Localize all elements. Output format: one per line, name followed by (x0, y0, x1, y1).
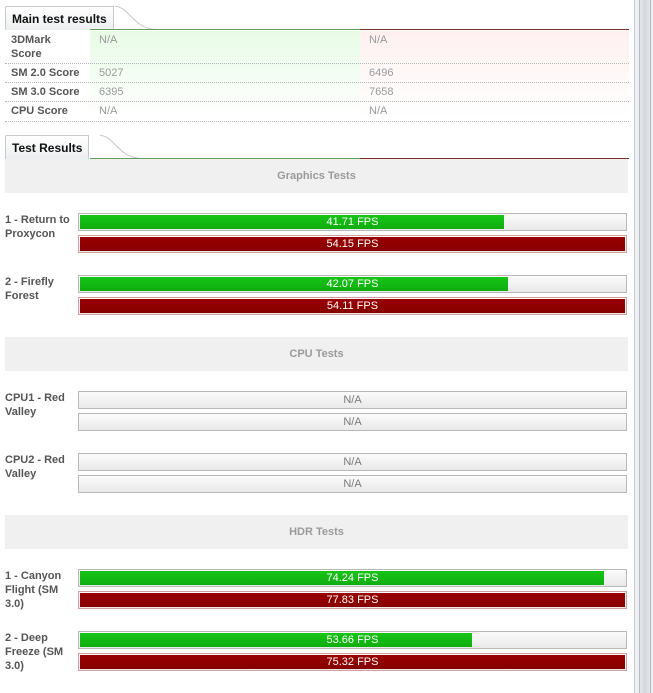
left-bar-value: 53.66 FPS (326, 634, 379, 646)
left-accent-line (90, 158, 360, 159)
section-banner-cpu: CPU Tests (5, 337, 628, 371)
right-result-bar: 75.32 FPS (78, 653, 627, 671)
score-right-value: 6496 (369, 67, 394, 79)
left-bar-fill (80, 633, 472, 647)
test-row-canyon-flight: 1 - Canyon Flight (SM 3.0) 74.24 FPS 77.… (5, 569, 629, 615)
left-result-bar: 74.24 FPS (78, 569, 627, 587)
left-bar-fill (80, 277, 508, 291)
results-panel: Main test results 3DMark Score N/A N/A S… (5, 6, 629, 677)
right-accent-line (360, 29, 629, 30)
score-left-value: N/A (99, 34, 118, 46)
left-bar-value: 42.07 FPS (326, 278, 379, 290)
left-accent-line (90, 29, 360, 30)
right-result-bar: N/A (78, 413, 627, 431)
right-bar-fill (80, 593, 625, 607)
test-results-tab-header: Test Results (5, 135, 629, 159)
right-accent-line (360, 158, 629, 159)
score-row-3dmark: 3DMark Score N/A N/A (5, 31, 629, 64)
scrollbar-thumb[interactable] (639, 0, 651, 693)
right-bar-value: 54.11 FPS (326, 300, 379, 312)
tab-curve-decoration (100, 135, 140, 159)
tab-curve-decoration (115, 6, 155, 30)
left-bar-value: 74.24 FPS (326, 572, 379, 584)
score-row-cpu: CPU Score N/A N/A (5, 102, 629, 122)
left-column-tint (90, 31, 360, 121)
test-row-firefly-forest: 2 - Firefly Forest 42.07 FPS 54.11 FPS (5, 275, 629, 321)
score-label: 3DMark Score (11, 34, 51, 60)
score-right-value: N/A (369, 105, 388, 117)
test-results-tab[interactable]: Test Results (5, 135, 90, 159)
score-label: CPU Score (11, 105, 68, 117)
test-row-deep-freeze: 2 - Deep Freeze (SM 3.0) 53.66 FPS 75.32… (5, 631, 629, 677)
left-result-bar: 41.71 FPS (78, 213, 627, 231)
section-banner-hdr: HDR Tests (5, 515, 628, 549)
vertical-scrollbar[interactable] (634, 0, 653, 693)
right-result-bar: 54.15 FPS (78, 235, 627, 253)
left-result-bar: N/A (78, 391, 627, 409)
score-label: SM 3.0 Score (11, 86, 80, 98)
right-bar-value: 54.15 FPS (326, 238, 379, 250)
main-results-tab-label: Main test results (12, 12, 107, 26)
score-right-value: N/A (369, 34, 388, 46)
test-name: 2 - Firefly Forest (5, 276, 54, 302)
right-result-bar: 77.83 FPS (78, 591, 627, 609)
right-bar-fill (80, 237, 625, 251)
test-row-cpu2-red-valley: CPU2 - Red Valley N/A N/A (5, 453, 629, 499)
left-bar-value: 41.71 FPS (326, 216, 379, 228)
test-row-return-to-proxycon: 1 - Return to Proxycon 41.71 FPS 54.15 F… (5, 213, 629, 259)
test-name: CPU1 - Red Valley (5, 392, 65, 418)
test-row-cpu1-red-valley: CPU1 - Red Valley N/A N/A (5, 391, 629, 437)
test-name: 1 - Canyon Flight (SM 3.0) (5, 570, 62, 610)
main-results-tab-header: Main test results (5, 6, 629, 30)
score-label: SM 2.0 Score (11, 67, 80, 79)
score-right-value: 7658 (369, 86, 394, 98)
score-left-value: 6395 (99, 86, 124, 98)
score-row-sm20: SM 2.0 Score 5027 6496 (5, 64, 629, 83)
right-bar-value: N/A (343, 416, 362, 428)
left-bar-value: N/A (343, 394, 362, 406)
test-name: CPU2 - Red Valley (5, 454, 65, 480)
right-result-bar: 54.11 FPS (78, 297, 627, 315)
main-results-tab[interactable]: Main test results (5, 6, 114, 30)
main-scores-table: 3DMark Score N/A N/A SM 2.0 Score 5027 6… (5, 31, 629, 122)
left-result-bar: N/A (78, 453, 627, 471)
right-column-tint (360, 31, 629, 121)
test-name: 1 - Return to Proxycon (5, 214, 70, 240)
left-result-bar: 42.07 FPS (78, 275, 627, 293)
left-bar-fill (80, 571, 604, 585)
score-row-sm30: SM 3.0 Score 6395 7658 (5, 83, 629, 102)
right-bar-value: N/A (343, 478, 362, 490)
score-left-value: 5027 (99, 67, 124, 79)
score-left-value: N/A (99, 105, 118, 117)
right-bar-value: 77.83 FPS (326, 594, 379, 606)
section-banner-graphics: Graphics Tests (5, 159, 628, 193)
test-name: 2 - Deep Freeze (SM 3.0) (5, 632, 64, 672)
left-bar-value: N/A (343, 456, 362, 468)
right-bar-value: 75.32 FPS (326, 656, 379, 668)
left-bar-fill (80, 215, 504, 229)
right-result-bar: N/A (78, 475, 627, 493)
right-bar-fill (80, 655, 625, 669)
test-results-tab-label: Test Results (12, 141, 83, 155)
right-bar-fill (80, 299, 625, 313)
left-result-bar: 53.66 FPS (78, 631, 627, 649)
